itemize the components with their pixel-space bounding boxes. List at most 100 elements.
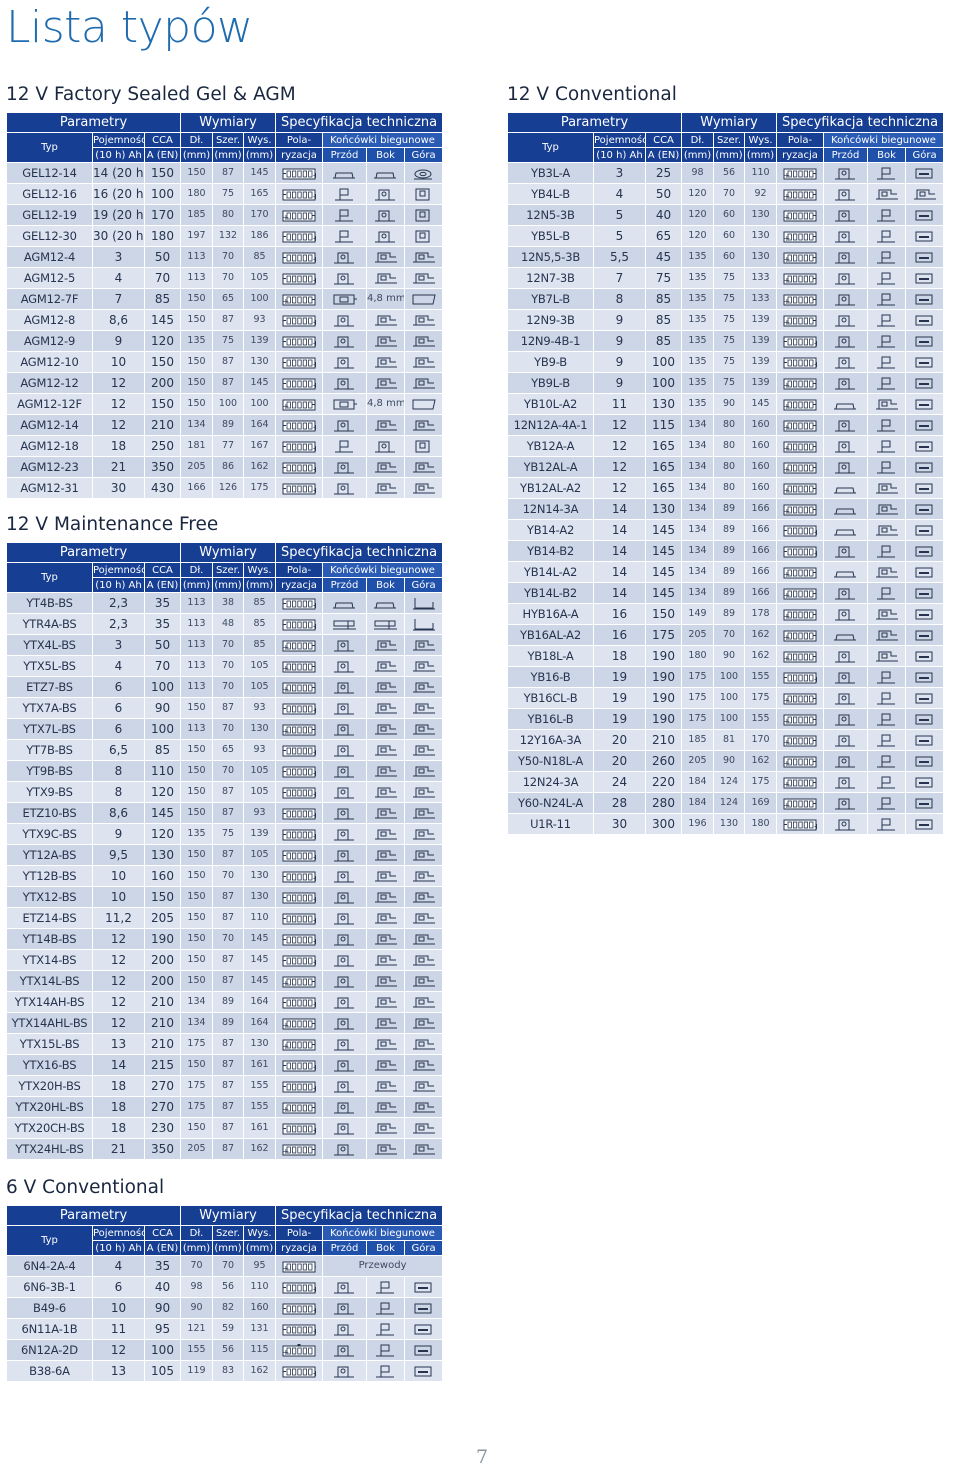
cell-szer: 56 (212, 1339, 244, 1361)
cell-cca: 190 (645, 708, 682, 730)
cell-polaryzacja: + (275, 225, 324, 247)
cell-pojemnosc: 6 (92, 676, 145, 698)
terminal-lbolt-icon (333, 976, 354, 988)
terminal-box-icon (412, 955, 435, 966)
cell-cca: 75 (645, 267, 682, 289)
terminal-box-icon (412, 892, 435, 903)
cell-pojemnosc: 28 (593, 792, 646, 814)
header-dl: Dł. (180, 562, 213, 578)
cell-gora (404, 288, 444, 310)
cell-przod (823, 477, 869, 499)
cell-dl: 113 (180, 655, 213, 677)
cell-polaryzacja: + (776, 162, 825, 184)
cell-cca: 350 (144, 1138, 181, 1160)
terminal-lbolt-icon (834, 252, 855, 264)
terminal-flag-icon (876, 314, 895, 327)
header-bok: Bok (366, 577, 406, 593)
terminal-lbolt-icon (834, 315, 855, 327)
polarity-icon: + (783, 378, 817, 390)
svg-text:+: + (814, 675, 818, 684)
cell-gora (404, 162, 444, 184)
cell-dl: 197 (180, 225, 213, 247)
cell-polaryzacja: + (275, 393, 324, 415)
terminal-box-icon (412, 336, 435, 347)
cell-bok (366, 267, 406, 289)
svg-text:+: + (313, 1084, 317, 1093)
table-row: YB12AL-A 12 165 134 80 160 + (507, 456, 945, 478)
cell-polaryzacja: + (275, 1360, 324, 1382)
cell-polaryzacja: + (275, 183, 324, 205)
cell-gora (404, 781, 444, 803)
polarity-icon: + (783, 735, 817, 747)
cell-cca: 120 (144, 330, 181, 352)
cell-przod (322, 183, 368, 205)
cell-cca: 270 (144, 1096, 181, 1118)
terminal-lbolt-icon (333, 1039, 354, 1051)
terminal-lbolt-icon (834, 693, 855, 705)
table-row: YB9L-B 9 100 135 75 139 + (507, 372, 945, 394)
terminal-box-icon (412, 252, 435, 263)
cell-cca: 200 (144, 970, 181, 992)
cell-przod (322, 1033, 368, 1055)
terminal-flag-icon (876, 734, 895, 747)
cell-szer: 89 (713, 540, 745, 562)
terminal-flag-icon (876, 293, 895, 306)
cell-dl: 166 (180, 477, 213, 499)
cell-pojemnosc: 11 (593, 393, 646, 415)
cell-szer: 89 (212, 991, 244, 1013)
polarity-icon: + (783, 357, 817, 369)
cell-cca: 430 (144, 477, 181, 499)
polarity-icon: + (783, 546, 817, 558)
header-spec: Specyfikacja techniczna (275, 1205, 444, 1226)
cell-typ: YB12A-A (507, 435, 594, 457)
table-row: YTX20HL-BS 18 270 175 87 155 + (6, 1096, 444, 1118)
svg-text:+: + (313, 339, 317, 348)
cell-dl: 135 (681, 393, 714, 415)
cell-przod (322, 886, 368, 908)
terminal-lbolt-icon (333, 892, 354, 904)
cell-bok (366, 435, 406, 457)
cell-polaryzacja: + (275, 1012, 324, 1034)
cell-typ: YB16AL-A2 (507, 624, 594, 646)
cell-szer: 60 (713, 246, 745, 268)
table-row: 12N5,5-3B 5,5 45 135 60 130 + (507, 246, 945, 268)
cell-bok (366, 1096, 406, 1118)
terminal-box-icon (374, 976, 397, 987)
cell-pojemnosc: 12 (92, 414, 145, 436)
section-title: 6 V Conventional (6, 1177, 165, 1198)
cell-wys: 166 (743, 561, 778, 583)
table-row: YB16L-B 19 190 175 100 155 + (507, 708, 945, 730)
cell-polaryzacja: + (776, 687, 825, 709)
header-koncowki: Końcówki biegunowe (322, 132, 444, 148)
section-12v-conventional: 12 V Conventional Parametry Wymiary Specyfi… (507, 82, 945, 835)
cell-polaryzacja: + (275, 204, 324, 226)
cell-typ: YTX24HL-BS (6, 1138, 93, 1160)
cell-bok (366, 634, 406, 656)
cell-przod (823, 540, 869, 562)
header-spec: Specyfikacja techniczna (275, 112, 444, 133)
cell-cca: 120 (144, 823, 181, 845)
cell-dl: 150 (180, 781, 213, 803)
cell-typ: 12N7-3B (507, 267, 594, 289)
cell-bok (867, 351, 907, 373)
cell-gora (404, 1096, 444, 1118)
cell-dl: 134 (180, 991, 213, 1013)
cell-wys: 178 (743, 603, 778, 625)
cell-gora (905, 792, 945, 814)
terminal-slot-icon (915, 273, 933, 284)
cell-pojemnosc: 16 (20 h) (92, 183, 145, 205)
svg-text:+: + (784, 780, 791, 789)
cell-polaryzacja: + (275, 655, 324, 677)
cell-pojemnosc: 10 (92, 865, 145, 887)
polarity-icon: + (783, 273, 817, 285)
cell-szer: 86 (212, 456, 244, 478)
polarity-icon: + (282, 934, 316, 946)
cell-przod (322, 823, 368, 845)
